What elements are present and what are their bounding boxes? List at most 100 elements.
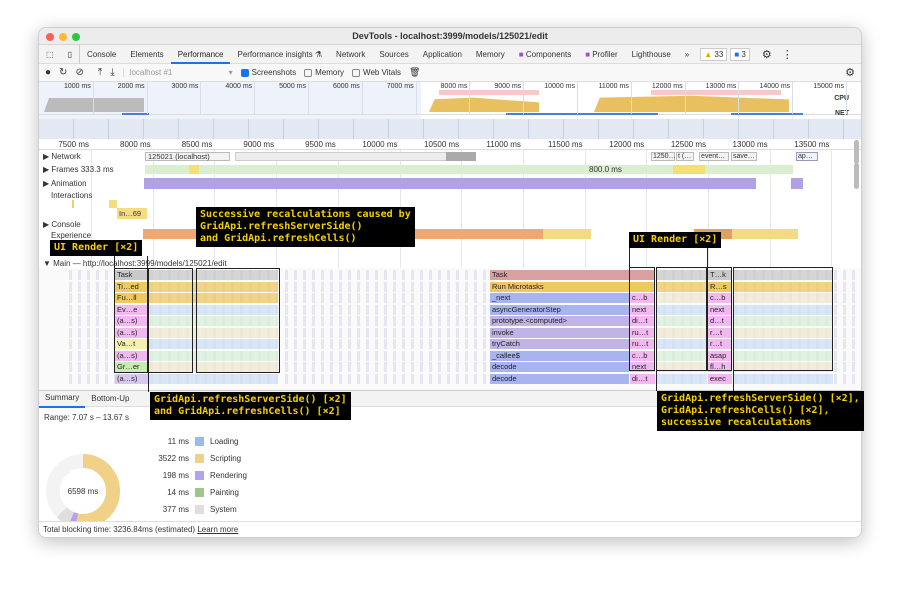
screenshots-checkbox[interactable]: Screenshots — [240, 68, 296, 77]
flame-entry[interactable]: decode — [490, 373, 630, 384]
main-thread-label[interactable]: ▼ Main — http://localhost:3999/models/12… — [43, 259, 227, 268]
network-request[interactable]: ap… — [796, 152, 818, 161]
flame-entry[interactable]: fl…h — [708, 362, 733, 372]
tracks-scrollbar[interactable] — [854, 163, 859, 189]
network-request-bar[interactable] — [446, 152, 476, 161]
flame-entry[interactable]: di…t — [630, 373, 656, 384]
flame-entry[interactable]: next — [630, 362, 656, 372]
flame-entry-group[interactable] — [149, 362, 279, 372]
flame-entry-group[interactable] — [149, 304, 279, 315]
tab-application[interactable]: Application — [422, 49, 462, 59]
record-button[interactable]: ● — [45, 67, 52, 78]
timeline-scrollbar[interactable] — [854, 140, 859, 164]
tab-performance[interactable]: Performance — [170, 45, 231, 64]
minimize-button[interactable] — [59, 33, 67, 41]
network-request[interactable]: 1250… — [651, 152, 676, 161]
kebab-menu-icon[interactable]: ⋮ — [781, 48, 793, 61]
flame-entry[interactable]: tryCatch — [490, 339, 630, 349]
flame-entry[interactable]: ru…t — [630, 339, 656, 349]
tab-sources[interactable]: Sources — [379, 49, 409, 59]
console-timer-bar[interactable] — [543, 229, 591, 239]
flame-entry[interactable]: ru…t — [630, 327, 656, 338]
flame-entry[interactable]: c…b — [630, 293, 656, 303]
flame-entry-group[interactable] — [149, 281, 279, 292]
flame-entry-group[interactable] — [734, 350, 834, 361]
flame-entry[interactable] — [630, 270, 656, 280]
flame-entry[interactable]: next — [708, 304, 733, 315]
capture-settings-gear-icon[interactable]: ⚙ — [845, 67, 855, 79]
flame-entry[interactable] — [630, 281, 656, 292]
tab-elements[interactable]: Elements — [130, 49, 164, 59]
tab-summary[interactable]: Summary — [39, 390, 86, 408]
upload-icon[interactable]: ⤒ — [97, 67, 103, 78]
warnings-badge[interactable]: ▲ 33 — [700, 47, 728, 61]
flame-entry[interactable]: prototype.<computed> — [490, 316, 630, 326]
flame-entry-group[interactable] — [734, 339, 834, 349]
profile-select[interactable]: localhost #1 ▾ — [122, 68, 233, 77]
settings-gear-icon[interactable]: ⚙ — [761, 48, 772, 61]
flame-entry[interactable]: _callee$ — [490, 350, 630, 361]
main-flame-chart[interactable]: Task Task T…k Ti…ed Run Microtasks R…s Fu…ll _n… — [39, 268, 861, 390]
animation-bar[interactable] — [791, 178, 803, 189]
flame-entry[interactable]: r…t — [708, 339, 733, 349]
flame-entry[interactable]: Run Microtasks — [490, 281, 630, 292]
flame-entry[interactable]: d…t — [708, 316, 733, 326]
flame-entry[interactable]: (a…s) — [115, 373, 149, 384]
network-request[interactable]: event… — [699, 152, 729, 161]
console-track-label[interactable]: ▶ Console — [43, 220, 81, 229]
network-request[interactable]: t (… — [676, 152, 694, 161]
memory-checkbox[interactable]: Memory — [304, 68, 344, 77]
tab-lighthouse[interactable]: Lighthouse — [631, 49, 671, 59]
flame-entry[interactable]: c…b — [630, 350, 656, 361]
trash-icon[interactable]: 🗑 — [408, 67, 421, 77]
flame-entry-group[interactable] — [734, 327, 834, 338]
interaction-bar[interactable] — [109, 200, 117, 208]
flame-entry-group[interactable] — [149, 327, 279, 338]
flame-entry[interactable]: asyncGeneratorStep — [490, 304, 630, 315]
close-button[interactable] — [46, 33, 54, 41]
flame-entry[interactable]: Task — [490, 270, 630, 280]
tab-bottom-up[interactable]: Bottom-Up — [91, 393, 130, 403]
reload-record-button[interactable]: ↻ — [59, 67, 68, 78]
tab-memory[interactable]: Memory — [475, 49, 505, 59]
tab-profiler[interactable]: ■ Profiler — [578, 45, 624, 64]
device-toolbar-icon[interactable]: ▯ — [61, 44, 80, 64]
animation-track-label[interactable]: ▶ Animation — [43, 179, 87, 188]
flame-entry-group[interactable] — [149, 339, 279, 349]
tab-console[interactable]: Console — [86, 49, 117, 59]
flame-entry[interactable]: di…t — [630, 316, 656, 326]
maximize-button[interactable] — [72, 33, 80, 41]
flame-entry-group[interactable] — [734, 362, 834, 372]
flame-entry[interactable]: asap — [708, 350, 733, 361]
network-request-bar[interactable] — [235, 152, 475, 161]
flame-entry[interactable]: R…s — [708, 281, 733, 292]
tab-performance-insights[interactable]: Performance insights ⚗ — [230, 45, 329, 64]
more-tabs-button[interactable]: » — [684, 49, 690, 59]
network-request[interactable]: 125021 (localhost) — [145, 152, 230, 161]
flame-entry-group[interactable] — [734, 373, 834, 384]
flame-entry-group[interactable] — [149, 316, 279, 326]
flame-entry-group[interactable] — [734, 304, 834, 315]
clear-button[interactable]: ⊘ — [75, 67, 84, 78]
flame-entry-group[interactable] — [149, 373, 279, 384]
flame-entry-group[interactable] — [734, 270, 834, 280]
flame-entry-group[interactable] — [149, 270, 279, 280]
frames-track-label[interactable]: ▶ Frames 333.3 ms — [43, 165, 114, 174]
flame-entry[interactable]: r…t — [708, 327, 733, 338]
flame-entry-group[interactable] — [149, 293, 279, 303]
network-request[interactable]: save… — [731, 152, 757, 161]
flame-entry[interactable]: T…k — [708, 270, 733, 280]
download-icon[interactable]: ⤓ — [110, 67, 115, 78]
flame-entry[interactable]: exec — [708, 373, 733, 384]
flame-entry-group[interactable] — [734, 316, 834, 326]
flame-entry-group[interactable] — [149, 350, 279, 361]
flame-entry[interactable]: invoke — [490, 327, 630, 338]
flame-entry-group[interactable] — [656, 373, 708, 384]
flame-entry[interactable]: c…b — [708, 293, 733, 303]
flame-entry[interactable]: next — [630, 304, 656, 315]
tab-network[interactable]: Network — [336, 49, 366, 59]
flame-entry-group[interactable] — [734, 293, 834, 303]
interaction-bar[interactable] — [72, 200, 74, 208]
flame-entry-group[interactable] — [734, 281, 834, 292]
inspect-element-icon[interactable]: ⬚ — [46, 49, 54, 59]
